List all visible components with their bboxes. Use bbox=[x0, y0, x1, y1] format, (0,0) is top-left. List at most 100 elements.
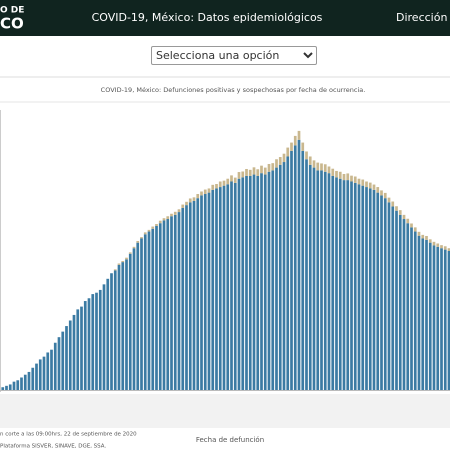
bar-segment bbox=[443, 246, 447, 250]
bar-segment bbox=[350, 175, 353, 182]
bar-segment bbox=[192, 197, 196, 201]
dropdown[interactable]: Selecciona una opción bbox=[151, 46, 317, 65]
bar-segment bbox=[263, 174, 267, 390]
bar-segment bbox=[68, 320, 72, 390]
bar-segment bbox=[432, 245, 436, 390]
footer-source: Plataforma SISVER, SINAVE, DGE, SSA. bbox=[0, 444, 106, 450]
bar-segment bbox=[260, 173, 263, 390]
bar-segment bbox=[440, 245, 443, 249]
bar-segment bbox=[218, 181, 222, 188]
bar-segment bbox=[113, 270, 117, 390]
bar-segment bbox=[117, 264, 121, 390]
header-bar bbox=[0, 0, 450, 36]
bar-segment bbox=[323, 171, 327, 390]
bar-segment bbox=[203, 189, 207, 195]
bar-segment bbox=[222, 180, 226, 186]
bar-segment bbox=[136, 240, 140, 243]
bar-segment bbox=[357, 184, 361, 390]
bar-segment bbox=[402, 214, 406, 220]
bar-segment bbox=[215, 188, 218, 390]
bar-segment bbox=[132, 248, 136, 390]
bar-segment bbox=[143, 232, 147, 235]
bar-segment bbox=[342, 180, 346, 390]
bar-segment bbox=[215, 184, 218, 189]
bar-segment bbox=[83, 301, 87, 390]
bar-segment bbox=[233, 177, 237, 183]
bar-segment bbox=[57, 337, 61, 390]
header-title: COVID-19, México: Datos epidemiológicos bbox=[92, 11, 323, 24]
bar-segment bbox=[95, 292, 98, 390]
bar-segment bbox=[80, 306, 83, 390]
bar-segment bbox=[413, 231, 417, 390]
bar-segment bbox=[368, 188, 372, 390]
bar-segment bbox=[271, 170, 275, 390]
footer-note: n corte a las 09:00hrs, 22 de septiembre… bbox=[0, 432, 137, 438]
bar-segment bbox=[391, 201, 395, 207]
bar-segment bbox=[338, 178, 342, 390]
bar-segment bbox=[53, 342, 57, 390]
bar-segment bbox=[113, 269, 117, 271]
bar-segment bbox=[387, 197, 391, 203]
bar-segment bbox=[372, 189, 376, 390]
bar-segment bbox=[342, 173, 346, 181]
bar-segment bbox=[76, 309, 80, 390]
bar-segment bbox=[305, 159, 308, 390]
bar-segment bbox=[61, 331, 65, 390]
bar-segment bbox=[147, 229, 151, 232]
bar-segment bbox=[140, 237, 143, 239]
bar-segment bbox=[361, 185, 365, 390]
bar-segment bbox=[110, 273, 113, 390]
bar-segment bbox=[226, 184, 230, 390]
bar-segment bbox=[327, 173, 331, 390]
bar-segment bbox=[211, 189, 215, 390]
bar-segment bbox=[147, 231, 151, 390]
bar-segment bbox=[410, 223, 413, 228]
bar-segment bbox=[290, 150, 293, 390]
bar-segment bbox=[447, 248, 450, 251]
bar-segment bbox=[177, 209, 181, 213]
bar-segment bbox=[417, 235, 421, 390]
bar-segment bbox=[282, 153, 286, 163]
bar-segment bbox=[428, 239, 432, 243]
bar-segment bbox=[376, 187, 380, 193]
bar-segment bbox=[312, 160, 316, 168]
bar-segment bbox=[406, 223, 410, 390]
bar-segment bbox=[308, 164, 312, 390]
bar-segment bbox=[31, 367, 35, 390]
bar-segment bbox=[316, 170, 320, 390]
bar-segment bbox=[383, 192, 387, 199]
bar-segment bbox=[125, 259, 128, 390]
bar-segment bbox=[46, 352, 50, 390]
bar-segment bbox=[237, 178, 241, 390]
bar-segment bbox=[38, 359, 42, 390]
bar-segment bbox=[98, 289, 102, 390]
bar-segment bbox=[181, 207, 185, 390]
bar-segment bbox=[196, 198, 200, 390]
bar-segment bbox=[350, 181, 353, 390]
bar-segment bbox=[230, 175, 233, 182]
bar-segment bbox=[196, 194, 200, 199]
bar-segment bbox=[185, 205, 188, 390]
bar-segment bbox=[290, 142, 293, 151]
bar-segment bbox=[297, 139, 301, 390]
bar-segment bbox=[376, 192, 380, 390]
bar-segment bbox=[406, 218, 410, 224]
bar-segment bbox=[278, 157, 282, 165]
bar-segment bbox=[335, 170, 338, 178]
bar-segment bbox=[428, 242, 432, 390]
bar-segment bbox=[65, 326, 68, 390]
bar-segment bbox=[117, 263, 121, 265]
bar-segment bbox=[151, 226, 155, 229]
bar-segment bbox=[421, 238, 425, 390]
bar-segment bbox=[323, 164, 327, 172]
bar-segment bbox=[365, 181, 368, 188]
bar-segment bbox=[320, 163, 323, 171]
bar-segment bbox=[91, 294, 95, 390]
bar-segment bbox=[128, 252, 132, 254]
bar-segment bbox=[372, 184, 376, 190]
bar-segment bbox=[166, 219, 170, 390]
bar-segment bbox=[245, 175, 248, 390]
bar-segment bbox=[1, 387, 5, 390]
bar-segment bbox=[271, 163, 275, 171]
bar-segment bbox=[252, 174, 256, 390]
